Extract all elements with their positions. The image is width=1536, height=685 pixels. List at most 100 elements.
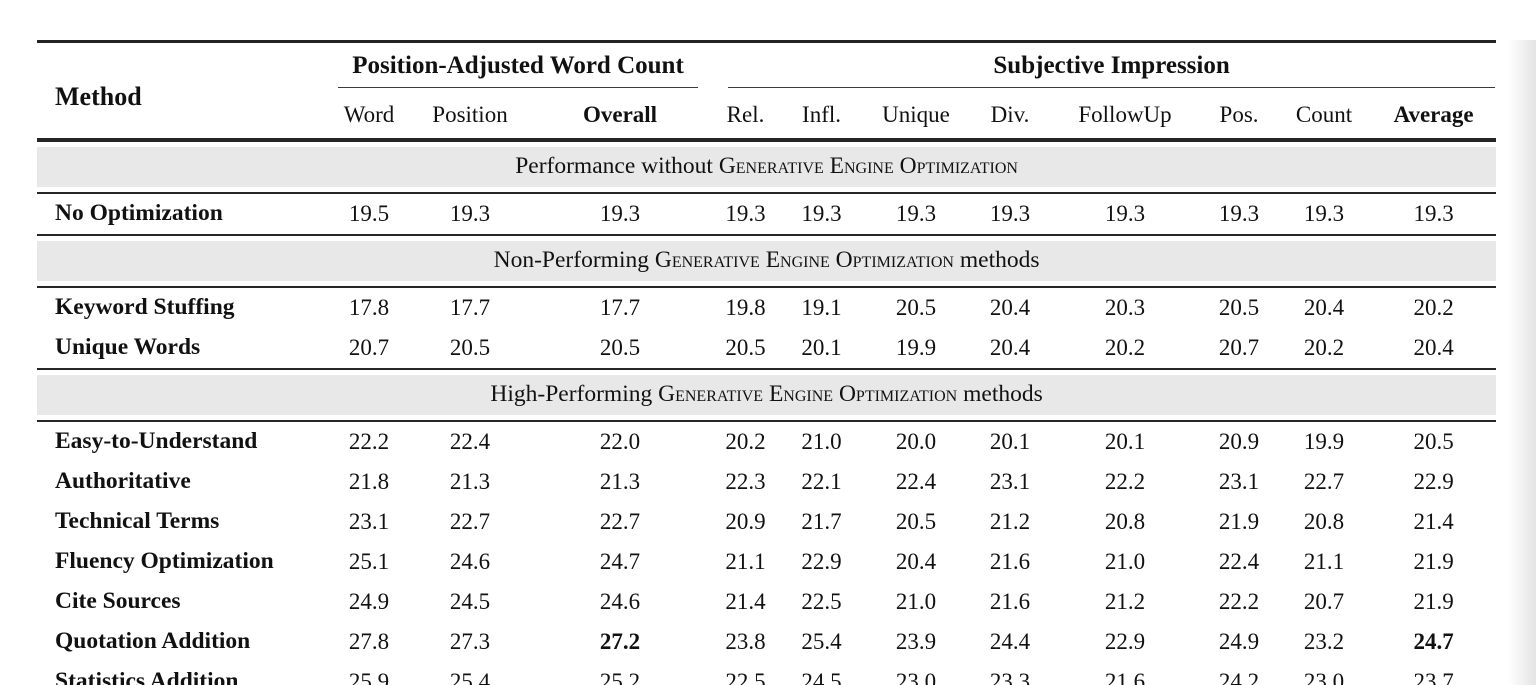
value-cell: 17.7 xyxy=(599,294,641,320)
col-header-average: Average xyxy=(1371,94,1497,140)
table-row-no-optimization: No Optimization 19.5 19.3 19.3 19.3 19.3… xyxy=(37,194,1496,234)
value-cell: 24.6 xyxy=(599,588,641,614)
section-band-high-performing: High-Performing Generative Engine Optimi… xyxy=(37,368,1497,422)
col-header-word: Word xyxy=(329,94,409,140)
method-cell: Cite Sources xyxy=(55,588,181,614)
value-cell: 27.3 xyxy=(449,628,491,654)
table-row-keyword-stuffing: Keyword Stuffing 17.8 17.7 17.7 19.8 19.… xyxy=(37,288,1496,328)
value-cell: 22.5 xyxy=(725,668,766,685)
table-row-unique-words: Unique Words 20.7 20.5 20.5 20.5 20.1 19… xyxy=(37,328,1496,368)
value-cell: 25.2 xyxy=(599,668,641,685)
value-cell: 22.2 xyxy=(1104,468,1146,494)
value-cell: 27.8 xyxy=(348,628,390,654)
value-cell: 20.5 xyxy=(1413,428,1454,454)
value-cell: 21.4 xyxy=(1413,508,1454,534)
value-cell: 20.3 xyxy=(1104,294,1146,320)
value-cell: 25.4 xyxy=(801,628,842,654)
value-cell: 20.5 xyxy=(599,334,641,360)
value-cell: 24.5 xyxy=(449,588,491,614)
value-cell: 20.5 xyxy=(449,334,491,360)
value-cell: 22.9 xyxy=(801,548,842,574)
value-cell: 23.0 xyxy=(1303,668,1345,685)
value-cell: 22.9 xyxy=(1104,628,1146,654)
group-label: Subjective Impression xyxy=(728,52,1496,88)
value-cell: 20.4 xyxy=(989,334,1031,360)
value-cell: 21.3 xyxy=(599,468,641,494)
value-cell: 23.1 xyxy=(348,508,390,534)
value-cell: 23.9 xyxy=(895,628,937,654)
value-cell: 25.1 xyxy=(348,548,390,574)
value-cell: 21.7 xyxy=(801,508,842,534)
section-title-smallcaps: Generative Engine Optimization xyxy=(654,247,954,273)
value-cell: 19.5 xyxy=(348,200,390,226)
value-cell: 19.3 xyxy=(1218,200,1260,226)
value-cell: 19.3 xyxy=(599,200,641,226)
table-row-fluency-optimization: Fluency Optimization 25.1 24.6 24.7 21.1… xyxy=(37,542,1496,582)
value-cell: 19.8 xyxy=(725,294,766,320)
method-column-header: Method xyxy=(37,43,329,140)
section-title-suffix: methods xyxy=(953,247,1040,273)
value-cell: 22.4 xyxy=(895,468,937,494)
value-cell: 21.2 xyxy=(1104,588,1146,614)
value-cell: 20.8 xyxy=(1303,508,1345,534)
section-title-prefix: Performance without xyxy=(515,153,719,179)
value-cell: 21.0 xyxy=(801,428,842,454)
value-cell: 21.1 xyxy=(1303,548,1345,574)
col-header-overall: Overall xyxy=(531,94,710,140)
section-band-non-performing: Non-Performing Generative Engine Optimiz… xyxy=(37,234,1497,288)
col-header-position: Position xyxy=(409,94,531,140)
value-cell: 21.9 xyxy=(1413,548,1454,574)
value-cell: 22.7 xyxy=(1303,468,1345,494)
value-cell: 20.2 xyxy=(1413,294,1454,320)
value-cell: 19.3 xyxy=(1413,200,1454,226)
value-cell: 24.4 xyxy=(989,628,1031,654)
table-row-statistics-addition: Statistics Addition 25.9 25.4 25.2 22.5 … xyxy=(37,662,1496,685)
value-cell: 21.0 xyxy=(1104,548,1146,574)
value-cell: 20.4 xyxy=(1303,294,1345,320)
value-cell: 20.7 xyxy=(1303,588,1345,614)
value-cell: 22.1 xyxy=(801,468,842,494)
group-header-subjective-impression: Subjective Impression xyxy=(709,43,1496,94)
col-header-infl: Infl. xyxy=(782,94,862,140)
value-cell: 23.2 xyxy=(1303,628,1345,654)
value-cell: 19.3 xyxy=(989,200,1031,226)
method-cell: No Optimization xyxy=(55,200,223,226)
value-cell: 19.3 xyxy=(895,200,937,226)
value-cell: 21.1 xyxy=(725,548,766,574)
col-header-div: Div. xyxy=(971,94,1050,140)
value-cell: 24.9 xyxy=(1218,628,1260,654)
section-title-smallcaps: Generative Engine Optimization xyxy=(718,153,1018,179)
page-edge-shading xyxy=(1508,40,1536,685)
method-cell: Fluency Optimization xyxy=(55,548,274,574)
value-cell: 21.6 xyxy=(1104,668,1146,685)
method-cell: Quotation Addition xyxy=(55,628,251,654)
value-cell: 19.3 xyxy=(725,200,766,226)
section-title: Non-Performing Generative Engine Optimiz… xyxy=(37,234,1497,288)
group-label: Position-Adjusted Word Count xyxy=(338,52,699,88)
value-cell: 22.7 xyxy=(599,508,641,534)
value-cell: 24.5 xyxy=(801,668,842,685)
value-cell: 17.7 xyxy=(449,294,491,320)
value-cell: 21.2 xyxy=(989,508,1031,534)
value-cell: 19.3 xyxy=(1303,200,1345,226)
value-cell: 23.3 xyxy=(989,668,1031,685)
section-title-prefix: High-Performing xyxy=(490,381,659,407)
section-title: Performance without Generative Engine Op… xyxy=(37,140,1497,194)
value-cell: 24.7 xyxy=(599,548,641,574)
value-cell: 19.9 xyxy=(895,334,937,360)
value-cell: 20.8 xyxy=(1104,508,1146,534)
value-cell: 20.5 xyxy=(895,294,937,320)
section-title-prefix: Non-Performing xyxy=(493,247,655,273)
value-cell: 20.9 xyxy=(1218,428,1260,454)
table-row-easy-to-understand: Easy-to-Understand 22.2 22.4 22.0 20.2 2… xyxy=(37,422,1496,462)
value-cell: 20.7 xyxy=(1218,334,1260,360)
table-row-authoritative: Authoritative 21.8 21.3 21.3 22.3 22.1 2… xyxy=(37,462,1496,502)
value-cell: 20.5 xyxy=(1218,294,1260,320)
value-cell: 19.3 xyxy=(801,200,842,226)
value-cell: 22.3 xyxy=(725,468,766,494)
value-cell: 20.0 xyxy=(895,428,937,454)
value-cell: 22.9 xyxy=(1413,468,1454,494)
method-cell: Keyword Stuffing xyxy=(55,294,235,320)
value-cell: 20.4 xyxy=(989,294,1031,320)
value-cell: 24.2 xyxy=(1218,668,1260,685)
